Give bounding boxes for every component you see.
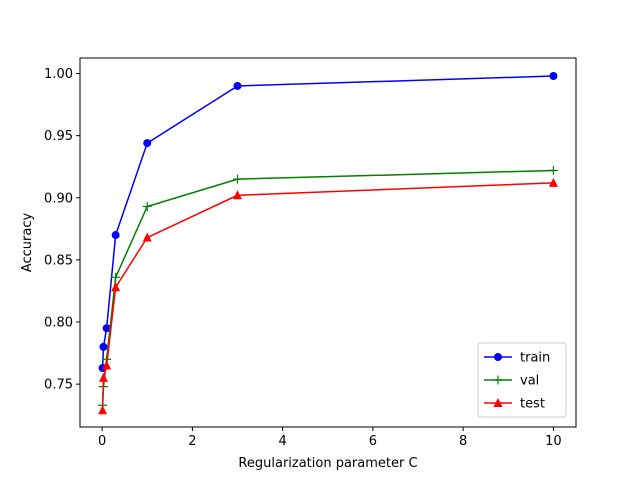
legend-marker-test	[493, 398, 503, 407]
data-point-val-5	[233, 174, 243, 184]
x-tick-label: 8	[459, 434, 467, 449]
y-axis-label: Accuracy	[20, 213, 35, 273]
data-point-val-4	[142, 201, 152, 211]
legend-marker-val	[493, 375, 503, 385]
data-point-train-5	[233, 81, 242, 90]
data-point-train-4	[143, 139, 152, 148]
legend-label-train: train	[520, 351, 550, 366]
data-point-val-6	[548, 165, 558, 175]
y-tick-label: 0.75	[44, 378, 73, 393]
y-tick-label: 0.80	[44, 316, 73, 331]
x-tick-label: 0	[98, 434, 106, 449]
y-tick-label: 0.90	[44, 191, 73, 206]
legend-label-val: val	[520, 374, 539, 389]
legend: train val test	[477, 342, 567, 418]
legend-box	[477, 342, 567, 418]
legend-marker-train	[494, 353, 502, 361]
data-point-test-6	[548, 177, 558, 187]
data-point-val-3	[111, 272, 121, 282]
data-point-test-0	[98, 405, 108, 415]
x-axis-label: Regularization parameter C	[238, 456, 417, 471]
x-tick-label: 10	[545, 434, 562, 449]
data-point-test-1	[98, 372, 108, 382]
y-tick-label: 0.85	[44, 253, 73, 268]
x-tick-label: 6	[369, 434, 377, 449]
x-tick-label: 2	[188, 434, 196, 449]
plot-frame	[79, 57, 577, 428]
plot-area	[98, 72, 558, 415]
data-point-train-2	[102, 324, 111, 333]
y-tick-label: 1.00	[44, 67, 73, 82]
y-tick-label: 0.95	[44, 129, 73, 144]
data-point-train-1	[99, 342, 108, 351]
data-point-test-3	[111, 282, 121, 292]
data-point-test-2	[102, 360, 112, 370]
data-point-train-3	[111, 231, 120, 240]
data-point-train-6	[549, 72, 558, 81]
legend-label-test: test	[520, 397, 545, 412]
x-tick-label: 4	[279, 434, 287, 449]
data-point-test-5	[233, 190, 243, 200]
data-point-test-4	[142, 232, 152, 242]
axis-ticks: 0 2 4 6 8 10 0.75 0.80 0.85 0.90 0.95 1.00	[44, 67, 562, 449]
